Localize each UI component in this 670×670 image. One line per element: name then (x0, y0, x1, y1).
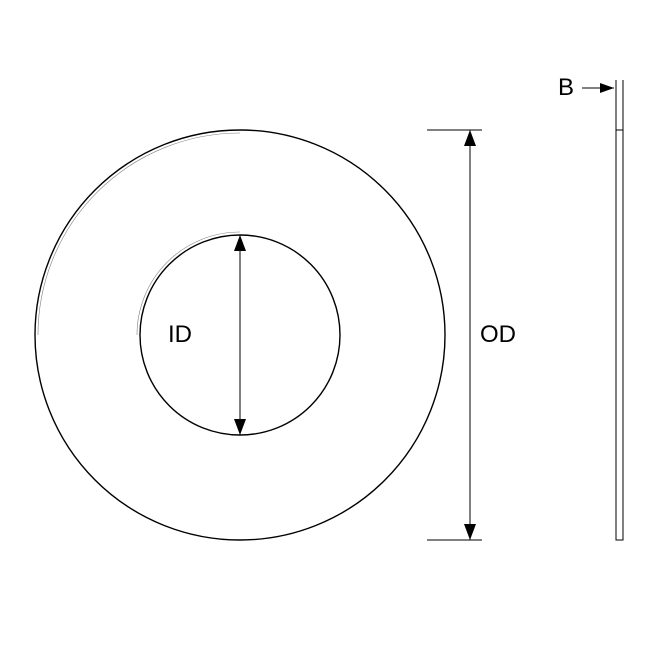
dimension-od (427, 130, 482, 540)
od-label: OD (480, 321, 516, 348)
outer-highlight-arc (38, 133, 240, 335)
thickness-rect (616, 130, 623, 540)
b-label: B (558, 74, 574, 101)
id-label: ID (168, 321, 192, 348)
inner-highlight-arc (137, 232, 240, 335)
washer-side-view (616, 130, 623, 540)
